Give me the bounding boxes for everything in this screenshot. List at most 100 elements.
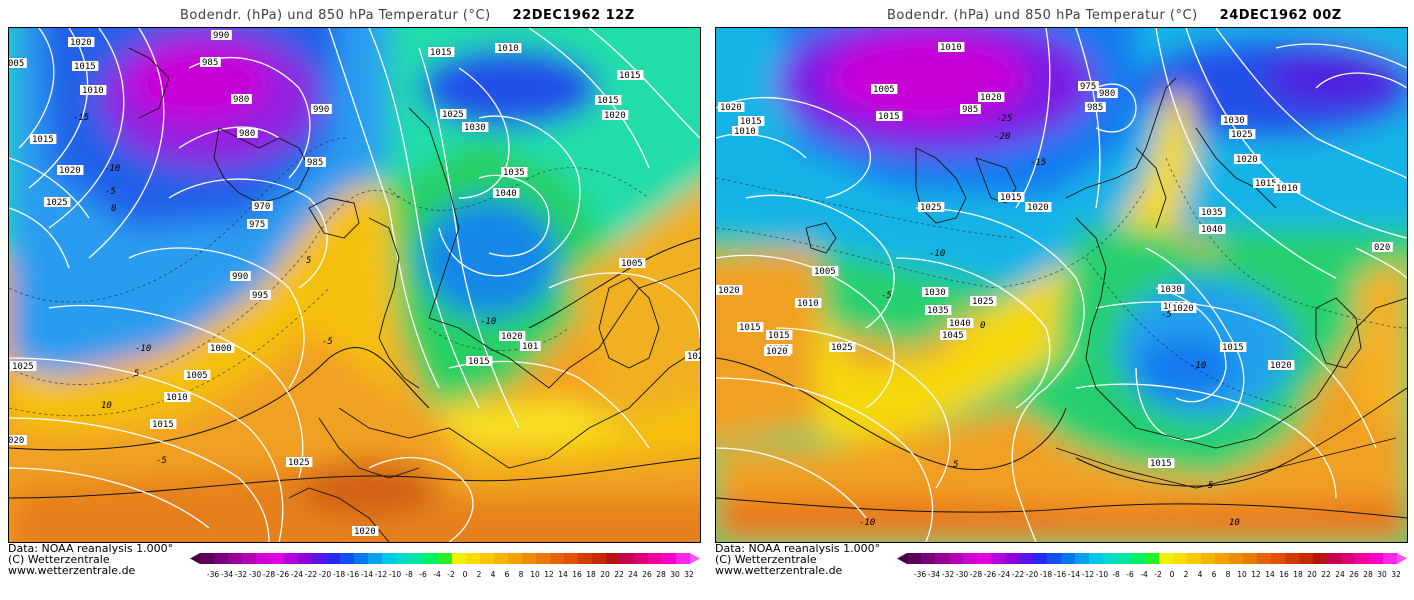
isobar-label: 1015 bbox=[597, 96, 619, 106]
isobar-label: 1025 bbox=[972, 297, 994, 307]
isobar-label-bg bbox=[1158, 284, 1185, 294]
colorbar-tick-label: -36 bbox=[914, 570, 926, 579]
colorbar-swatch bbox=[242, 553, 256, 564]
isobar-label: 1020 bbox=[354, 527, 376, 537]
temperature-field bbox=[716, 28, 1407, 542]
colorbar-tick-label: -6 bbox=[419, 570, 427, 579]
colorbar-tick-label: -30 bbox=[956, 570, 968, 579]
isobar-label: 1015 bbox=[74, 62, 96, 72]
colorbar-swatch bbox=[340, 553, 354, 564]
isobar-label: 005 bbox=[9, 59, 24, 69]
isobar-label: 1010 bbox=[1276, 184, 1298, 194]
isobar-label-bg bbox=[150, 419, 177, 429]
isobar-label-bg bbox=[876, 111, 903, 121]
colorbar-swatch bbox=[1187, 553, 1201, 564]
temperature-label: 10 bbox=[1229, 518, 1240, 528]
isobar-label-bg bbox=[947, 318, 974, 328]
temperature-label: 0 bbox=[111, 204, 116, 214]
colorbar-swatch bbox=[1271, 553, 1285, 564]
colorbar-swatch bbox=[921, 553, 935, 564]
colorbar-tick-label: -34 bbox=[221, 570, 233, 579]
colorbar-tick-label: -36 bbox=[207, 570, 219, 579]
isobar-label: 985 bbox=[202, 58, 218, 68]
colorbar-tick-label: -20 bbox=[1026, 570, 1038, 579]
isobar-label: 985 bbox=[307, 158, 323, 168]
colorbar-swatch bbox=[396, 553, 410, 564]
temperature-colorbar: -36 -34 -32 -30 -28 -26 -24 -22 -20 -18 -16 -14 -12-… bbox=[897, 553, 1407, 579]
temperature-contours bbox=[716, 157, 1407, 409]
isobar-label: 1005 bbox=[186, 371, 208, 381]
isobar-labels: 1020101510101005101510101020985102510151… bbox=[716, 42, 1393, 469]
isobar-label-bg bbox=[1268, 360, 1295, 370]
isobar-labels: 1020101510100059909859809809909851015102… bbox=[9, 30, 700, 537]
isobar-label-bg bbox=[871, 84, 898, 94]
colorbar-tick-label: 18 bbox=[586, 570, 596, 579]
colorbar-swatch bbox=[1075, 553, 1089, 564]
isobar-label: 1035 bbox=[1201, 208, 1223, 218]
colorbar-swatch bbox=[228, 553, 242, 564]
colorbar-tick-label: -2 bbox=[1154, 570, 1162, 579]
isobar-label-bg bbox=[462, 122, 489, 132]
temperature-label: -5 bbox=[1161, 310, 1172, 320]
colorbar-swatch bbox=[466, 553, 480, 564]
colorbar-tick-label: 8 bbox=[519, 570, 524, 579]
colorbar-tick-label: 2 bbox=[477, 570, 482, 579]
colorbar-swatch bbox=[298, 553, 312, 564]
isobar-label-bg bbox=[9, 58, 27, 68]
panel-title-text: Bodendr. (hPa) und 850 hPa Temperatur (°… bbox=[887, 8, 1198, 23]
colorbar-right-arrow bbox=[690, 553, 700, 564]
isobar-label: 1010 bbox=[940, 43, 962, 53]
coastlines bbox=[805, 77, 1407, 489]
colorbar-swatch bbox=[977, 553, 991, 564]
isobar-label-bg bbox=[1085, 102, 1106, 112]
temperature-label: -10 bbox=[135, 344, 151, 354]
isobar-label: 1020 bbox=[1027, 203, 1049, 213]
isobar-label: 1010 bbox=[82, 86, 104, 96]
isobar-label-bg bbox=[602, 110, 629, 120]
isobar-label: 020 bbox=[9, 436, 24, 446]
colorbar-tick-label: 32 bbox=[1391, 570, 1401, 579]
isobar-label-bg bbox=[208, 343, 235, 353]
isobar-label-bg bbox=[617, 70, 644, 80]
isobar-label: 1015 bbox=[468, 357, 490, 367]
coastlines bbox=[128, 47, 700, 542]
isobar-label: 1030 bbox=[1160, 285, 1182, 295]
isobar-label-bg bbox=[766, 330, 793, 340]
isobar-label: 990 bbox=[232, 272, 248, 282]
isobar-label: 020 bbox=[1374, 243, 1390, 253]
colorbar-swatch bbox=[648, 553, 662, 564]
isobar-label-bg bbox=[30, 134, 57, 144]
temperature-label: -25 bbox=[996, 114, 1012, 124]
isobar-label: 1020 bbox=[1172, 304, 1194, 314]
isobar-label: 990 bbox=[313, 105, 329, 115]
isobar-label: 1015 bbox=[739, 323, 761, 333]
footer-line-1: Data: NOAA reanalysis 1.000° bbox=[715, 542, 881, 555]
colorbar-swatch bbox=[907, 553, 921, 564]
isobar-label-bg bbox=[1253, 178, 1280, 188]
isobar-label-bg bbox=[44, 197, 71, 207]
isobar-label: 1040 bbox=[1201, 225, 1223, 235]
colorbar-tick-label: -16 bbox=[347, 570, 359, 579]
isobar-label-bg bbox=[829, 342, 856, 352]
isobar-label: 1030 bbox=[924, 288, 946, 298]
isobar-label: 1010 bbox=[734, 127, 756, 137]
isobar-label-bg bbox=[499, 331, 526, 341]
temperature-label: 0 bbox=[980, 321, 985, 331]
colorbar-swatch bbox=[662, 553, 676, 564]
isobar-label-bg bbox=[286, 457, 313, 467]
colorbar-tick-label: -4 bbox=[1140, 570, 1148, 579]
isobar-label-bg bbox=[737, 322, 764, 332]
colorbar-tick-label: -28 bbox=[263, 570, 275, 579]
colorbar-tick-label: 28 bbox=[1363, 570, 1373, 579]
isobar-label: 1020 bbox=[718, 286, 740, 296]
isobar-label-bg bbox=[428, 47, 455, 57]
colorbar-swatch bbox=[536, 553, 550, 564]
isobar-label-bg bbox=[1025, 202, 1052, 212]
colorbar-tick-label: 0 bbox=[463, 570, 468, 579]
colorbar-swatch bbox=[494, 553, 508, 564]
colorbar-tick-label: 10 bbox=[530, 570, 540, 579]
isobar-label: 1020 bbox=[501, 332, 523, 342]
isobar-label: 1020 bbox=[59, 166, 81, 176]
colorbar-swatch bbox=[200, 553, 214, 564]
colorbar-tick-label: -14 bbox=[361, 570, 373, 579]
